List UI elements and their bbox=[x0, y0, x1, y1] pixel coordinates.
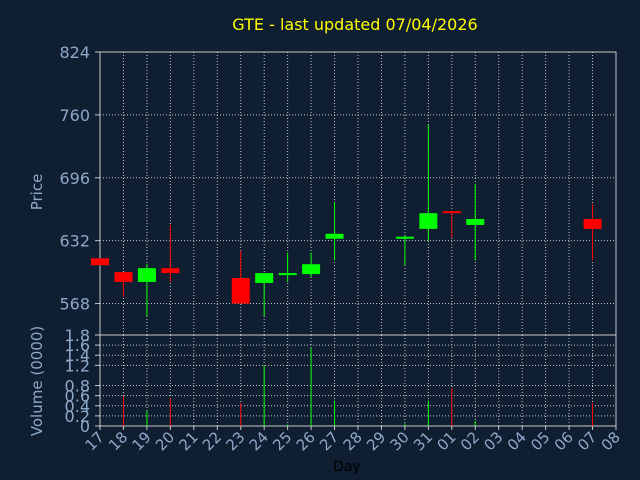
volume-bars bbox=[122, 347, 594, 426]
volume-axis-label: Volume (0000) bbox=[28, 326, 46, 436]
candle-body bbox=[583, 219, 602, 229]
candle-body bbox=[231, 278, 250, 304]
price-yticks: 824 760 696 632 568 bbox=[59, 43, 100, 314]
candle-body bbox=[466, 219, 485, 225]
price-axis-label: Price bbox=[28, 174, 46, 211]
volume-tick-label: 1.4 bbox=[65, 346, 90, 365]
candle-body bbox=[395, 236, 414, 239]
volume-tick-label: 1.2 bbox=[65, 356, 90, 375]
price-tick-label: 696 bbox=[59, 169, 90, 188]
candle-body bbox=[91, 258, 109, 266]
candle-body bbox=[302, 264, 321, 275]
candle-body bbox=[442, 211, 461, 214]
volume-tick-label: 0.8 bbox=[65, 377, 90, 396]
candles bbox=[91, 124, 602, 317]
candle-body bbox=[161, 268, 180, 274]
x-ticks: 1718192021222324252627282930310102030405… bbox=[82, 426, 624, 454]
chart-title: GTE - last updated 07/04/2026 bbox=[232, 15, 477, 34]
candle-body bbox=[114, 272, 133, 282]
candle-body bbox=[137, 268, 156, 282]
volume-tick-label: 1.6 bbox=[65, 336, 90, 355]
volume-tick-label: 0.2 bbox=[65, 407, 90, 426]
candle-body bbox=[419, 213, 438, 229]
volume-yticks: 00.20.40.60.8 1.21.41.61.8 bbox=[65, 326, 100, 436]
volume-grid bbox=[100, 335, 616, 426]
volume-tick-label: 0.4 bbox=[65, 397, 90, 416]
volume-tick-label: 0 bbox=[80, 417, 90, 436]
price-tick-label: 568 bbox=[59, 295, 90, 314]
price-tick-label: 824 bbox=[59, 43, 90, 62]
price-tick-label: 632 bbox=[59, 232, 90, 251]
volume-tick-label: 0.6 bbox=[65, 387, 90, 406]
candle-body bbox=[278, 273, 297, 276]
price-tick-label: 760 bbox=[59, 106, 90, 125]
candle-body bbox=[255, 273, 274, 283]
volume-panel: 00.20.40.60.8 1.21.41.61.8 bbox=[65, 326, 617, 436]
x-axis-label: Day bbox=[333, 459, 361, 475]
volume-tick-label: 1.8 bbox=[65, 326, 90, 345]
price-panel: 824 760 696 632 568 bbox=[59, 43, 617, 336]
candle-body bbox=[325, 233, 344, 239]
